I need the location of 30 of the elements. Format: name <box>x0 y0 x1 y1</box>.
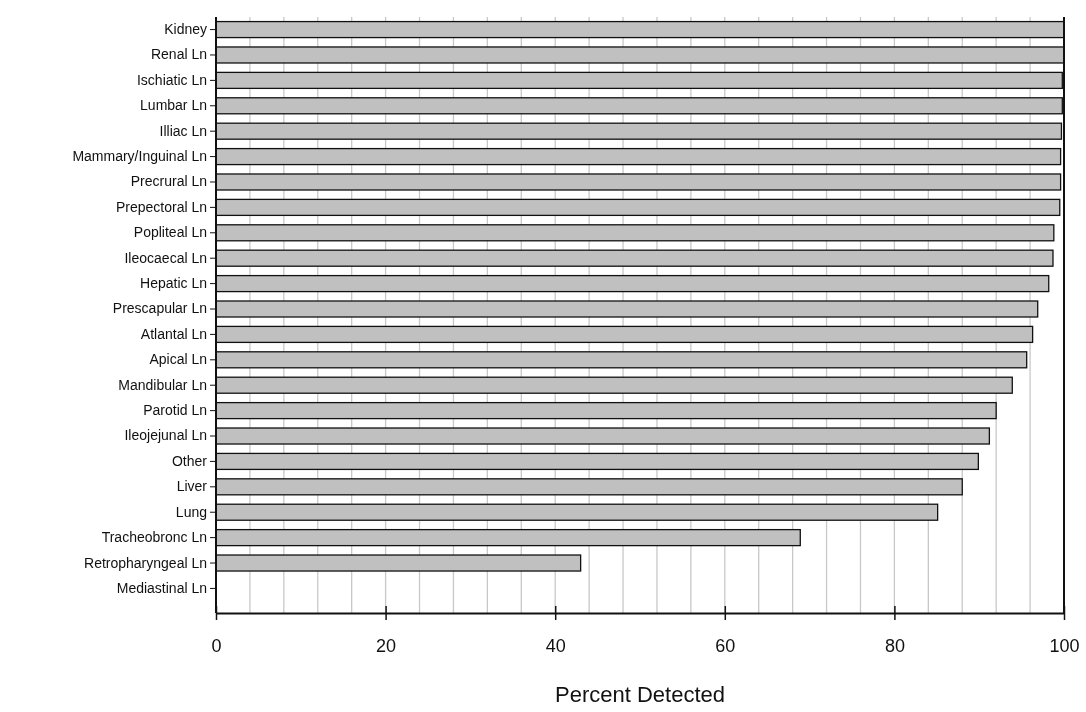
y-tick-label: Parotid Ln <box>143 402 207 419</box>
y-tick-label: Kidney <box>164 21 207 38</box>
y-tick-label: Hepatic Ln <box>140 275 207 292</box>
y-tick-label: Apical Ln <box>149 351 207 368</box>
x-tick-label: 100 <box>1049 635 1080 656</box>
y-tick-label: Ileocaecal Ln <box>124 249 207 266</box>
y-tick-label: Renal Ln <box>150 46 207 63</box>
x-axis-title: Percent Detected <box>555 682 725 707</box>
y-tick-label: Ischiatic Ln <box>136 71 207 88</box>
y-tick-label: Illiac Ln <box>159 122 207 139</box>
y-tick-label: Tracheobronc Ln <box>101 529 207 546</box>
y-tick-label: Liver <box>176 478 208 495</box>
y-tick-label: Mediastinal Ln <box>116 579 207 596</box>
y-tick-label: Lumbar Ln <box>140 97 207 114</box>
y-tick-label: Popliteal Ln <box>133 224 207 241</box>
y-tick-label: Precrural Ln <box>130 173 207 190</box>
y-tick-label: Mandibular Ln <box>118 376 207 393</box>
y-tick-label: Prescapular Ln <box>112 300 207 317</box>
y-tick-label: Atlantal Ln <box>140 325 207 342</box>
x-tick-label: 0 <box>211 635 222 656</box>
y-tick-label: Prepectoral Ln <box>115 198 207 215</box>
x-tick-label: 80 <box>884 635 905 656</box>
y-tick-label: Retropharyngeal Ln <box>84 554 207 571</box>
y-tick-label: Lung <box>175 503 207 520</box>
x-tick-label: 20 <box>376 635 397 656</box>
x-tick-label: 60 <box>715 635 736 656</box>
y-tick-label: Other <box>171 452 208 469</box>
x-tick-label: 40 <box>545 635 566 656</box>
y-tick-label: Mammary/Inguinal Ln <box>72 148 207 165</box>
y-tick-label: Ileojejunal Ln <box>124 427 207 444</box>
